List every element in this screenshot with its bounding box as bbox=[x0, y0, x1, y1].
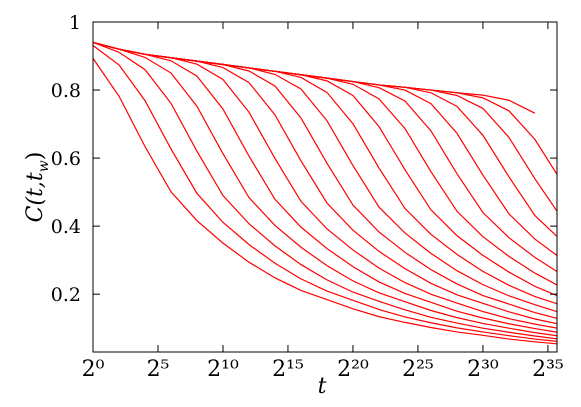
curve bbox=[93, 41, 557, 286]
curve bbox=[93, 58, 557, 345]
curve bbox=[93, 41, 557, 257]
y-tick-label: 0.2 bbox=[51, 284, 81, 306]
x-tick-label: 2³⁰ bbox=[467, 357, 499, 382]
x-tick-label: 2¹⁵ bbox=[272, 357, 304, 382]
x-tick-label: 2⁰ bbox=[82, 357, 105, 382]
curve bbox=[93, 41, 557, 337]
x-tick-label: 2²⁵ bbox=[402, 357, 434, 382]
curve bbox=[93, 41, 557, 329]
y-tick-label: 1 bbox=[69, 12, 81, 34]
curve bbox=[93, 41, 536, 114]
curve bbox=[93, 41, 557, 238]
x-tick-label: 2³⁵ bbox=[532, 357, 564, 382]
curve bbox=[93, 41, 557, 176]
y-label-end: ) bbox=[23, 152, 48, 161]
curve bbox=[93, 41, 557, 325]
y-label-text: C(t,t bbox=[23, 172, 48, 222]
curve bbox=[93, 41, 557, 319]
curve bbox=[93, 41, 557, 273]
curve bbox=[93, 41, 557, 297]
plot-area bbox=[93, 41, 557, 345]
curve bbox=[93, 41, 557, 333]
x-tick-label: 2⁵ bbox=[147, 357, 170, 382]
x-axis-label: t bbox=[318, 374, 327, 399]
y-label-sub: w bbox=[36, 160, 52, 172]
y-tick-label: 0.8 bbox=[51, 80, 81, 102]
y-tick-label: 0.4 bbox=[51, 216, 81, 238]
y-tick-label: 0.6 bbox=[51, 148, 81, 170]
x-tick-label: 2²⁰ bbox=[337, 357, 369, 382]
curve bbox=[93, 44, 557, 342]
plot-frame bbox=[92, 21, 558, 353]
y-axis-label: C(t,tw) bbox=[23, 152, 52, 223]
x-tick-label: 2¹⁰ bbox=[207, 357, 239, 382]
curve bbox=[93, 41, 557, 340]
